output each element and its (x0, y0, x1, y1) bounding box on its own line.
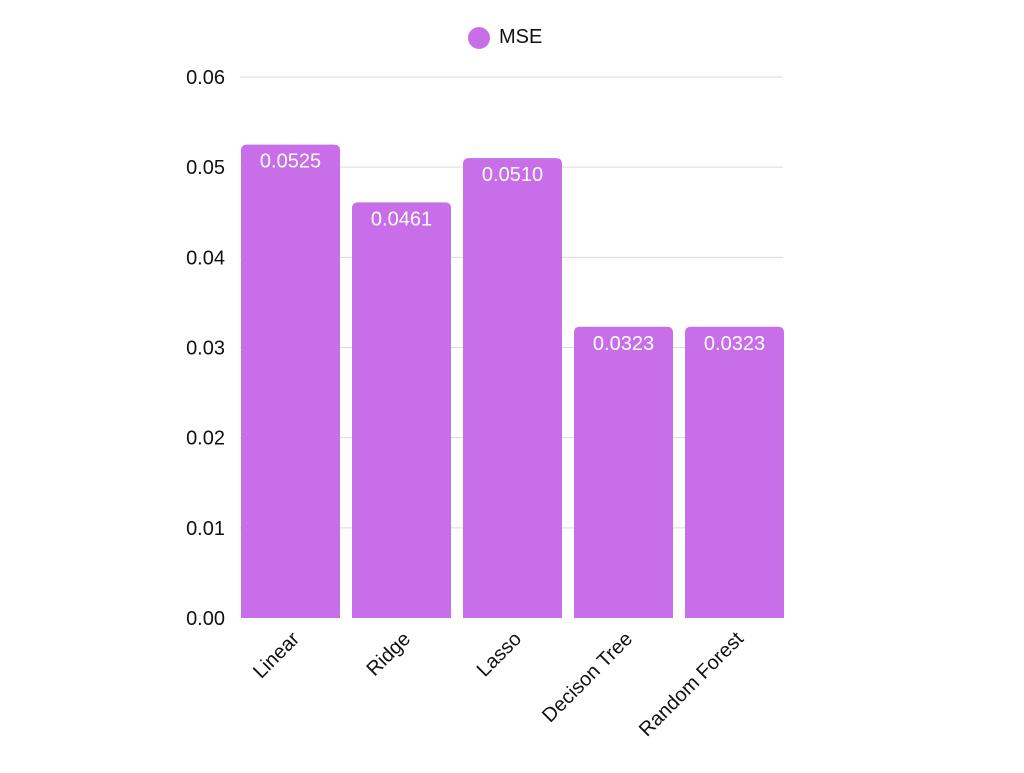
bar-linear (241, 144, 340, 618)
y-tick-label: 0.00 (186, 608, 225, 630)
data-label: 0.0461 (371, 208, 432, 230)
y-axis-ticks: 0.00 0.01 0.02 0.03 0.04 0.05 0.06 (186, 67, 225, 630)
data-label: 0.0323 (704, 333, 765, 355)
data-label: 0.0323 (593, 333, 654, 355)
y-tick-label: 0.05 (186, 157, 225, 179)
data-labels: 0.0525 0.0461 0.0510 0.0323 0.0323 (260, 151, 765, 355)
bar-ridge (352, 202, 451, 618)
legend-swatch-mse (468, 26, 490, 49)
data-label: 0.0510 (482, 164, 543, 186)
y-tick-label: 0.03 (186, 338, 225, 360)
legend-label-mse: MSE (499, 26, 543, 48)
legend: MSE (468, 26, 542, 49)
x-tick-label: Lasso (473, 628, 526, 681)
bar-random-forest (685, 326, 784, 618)
x-tick-label: Ridge (363, 628, 416, 681)
y-tick-label: 0.02 (186, 428, 225, 450)
bars (241, 144, 784, 618)
bar-decison-tree (574, 326, 673, 618)
x-tick-label: Linear (249, 628, 304, 683)
y-tick-label: 0.04 (186, 247, 225, 269)
x-tick-label: Decison Tree (538, 628, 637, 727)
bar-lasso (463, 158, 562, 618)
y-tick-label: 0.06 (186, 67, 225, 89)
x-tick-label: Random Forest (635, 628, 748, 741)
y-tick-label: 0.01 (186, 518, 225, 540)
data-label: 0.0525 (260, 151, 321, 173)
